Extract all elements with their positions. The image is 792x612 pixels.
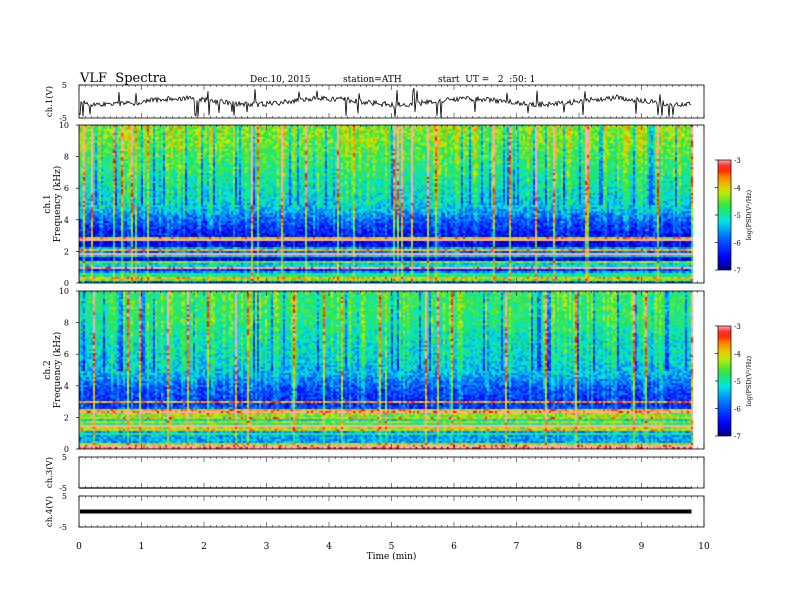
y-tick-label: 4	[64, 216, 69, 225]
y-tick-label: 5	[62, 453, 67, 462]
start-time-label: start UT = 2 :50: 1	[438, 75, 536, 85]
colorbar-tick-label: -3	[734, 323, 741, 331]
chart-title: VLF Spectra	[80, 71, 167, 86]
y-tick-label: 0	[64, 279, 69, 288]
y-tick-label: 4	[64, 382, 69, 391]
y-axis-channel-label: ch.1	[43, 194, 53, 213]
x-tick-label: 10	[698, 542, 710, 552]
station-label: station=ATH	[343, 75, 402, 85]
y-tick-label: 8	[64, 153, 69, 162]
colorbar-ch.2	[717, 325, 732, 437]
colorbar-tick-label: -6	[734, 406, 741, 414]
x-tick-label: 1	[139, 542, 145, 552]
x-tick-label: 7	[514, 542, 520, 552]
y-tick-label: 10	[59, 121, 69, 130]
colorbar-tick-label: -7	[734, 267, 741, 275]
y-axis-label: ch.3(V)	[44, 457, 55, 488]
y-tick-label: -5	[59, 484, 67, 493]
y-tick-label: 0	[64, 445, 69, 454]
colorbar-tick-label: -4	[734, 351, 741, 359]
x-axis-label: Time (min)	[367, 551, 417, 562]
y-tick-label: 5	[62, 81, 67, 90]
y-tick-label: 8	[64, 319, 69, 328]
x-tick-label: 2	[201, 542, 207, 552]
spectrogram-image-ch1	[79, 125, 704, 283]
spectrogram-image-ch2	[79, 291, 704, 449]
colorbar-label: log(PSD(V²/Hz)	[745, 355, 753, 406]
y-tick-label: 2	[64, 247, 69, 256]
y-tick-label: -5	[59, 523, 67, 532]
y-tick-label: 2	[64, 413, 69, 422]
date-label: Dec.10, 2015	[250, 75, 311, 85]
y-axis-channel-label: ch.2	[43, 360, 53, 379]
colorbar-tick-label: -3	[734, 157, 741, 165]
y-axis-label: ch.4(V)	[44, 496, 55, 527]
x-tick-label: 6	[451, 542, 457, 552]
colorbar-ch.1	[717, 159, 732, 271]
x-tick-label: 0	[76, 542, 82, 552]
x-tick-label: 4	[326, 542, 332, 552]
y-tick-label: 6	[64, 350, 69, 359]
colorbar-label: log(PSD(V²/Hz)	[745, 189, 753, 240]
colorbar-tick-label: -7	[734, 433, 741, 441]
x-tick-label: 5	[389, 542, 395, 552]
x-tick-label: 8	[576, 542, 582, 552]
waveform-ch1	[79, 88, 692, 118]
y-axis-label: Frequency (kHz)	[52, 166, 63, 243]
y-tick-label: 10	[59, 287, 69, 296]
colorbar-tick-label: -5	[734, 212, 741, 220]
y-axis-label: ch.1(V)	[44, 86, 55, 117]
y-tick-label: 6	[64, 184, 69, 193]
y-tick-label: 5	[62, 492, 67, 501]
x-tick-label: 9	[639, 542, 645, 552]
x-tick-label: 3	[264, 542, 270, 552]
colorbar-tick-label: -4	[734, 185, 741, 193]
y-axis-label: Frequency (kHz)	[52, 332, 63, 409]
colorbar-tick-label: -6	[734, 240, 741, 248]
colorbar-tick-label: -5	[734, 378, 741, 386]
y-tick-label: -5	[59, 114, 67, 123]
